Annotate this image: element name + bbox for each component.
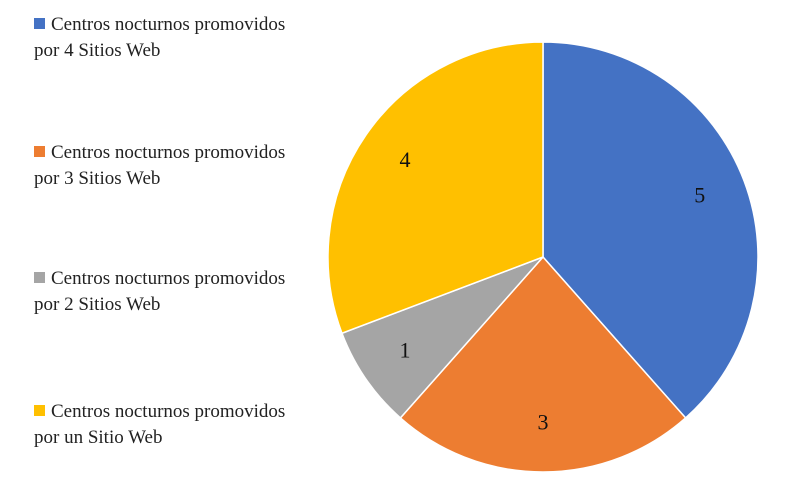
legend-item: Centros nocturnos promovidos por 3 Sitio… — [34, 140, 314, 192]
legend-item: Centros nocturnos promovidos por 2 Sitio… — [34, 266, 314, 318]
legend-label: Centros nocturnos promovidos por 3 Sitio… — [34, 142, 286, 189]
legend-label: Centros nocturnos promovidos por un Siti… — [34, 401, 286, 448]
legend-swatch — [34, 18, 45, 29]
pie-slice — [341, 256, 544, 419]
legend-label: Centros nocturnos promovidos por 4 Sitio… — [34, 14, 286, 61]
legend-swatch — [34, 272, 45, 283]
legend-swatch — [34, 405, 45, 416]
legend-swatch — [34, 146, 45, 157]
pie-slice — [542, 41, 759, 419]
data-label: 3 — [538, 410, 549, 435]
pie-slice — [399, 255, 687, 473]
legend-item: Centros nocturnos promovidos por 4 Sitio… — [34, 12, 314, 64]
legend-item: Centros nocturnos promovidos por un Siti… — [34, 399, 314, 451]
data-label: 4 — [399, 147, 410, 172]
data-label: 5 — [694, 183, 705, 208]
data-label: 1 — [399, 337, 410, 362]
legend-label: Centros nocturnos promovidos por 2 Sitio… — [34, 268, 286, 315]
pie-slice — [327, 41, 544, 335]
